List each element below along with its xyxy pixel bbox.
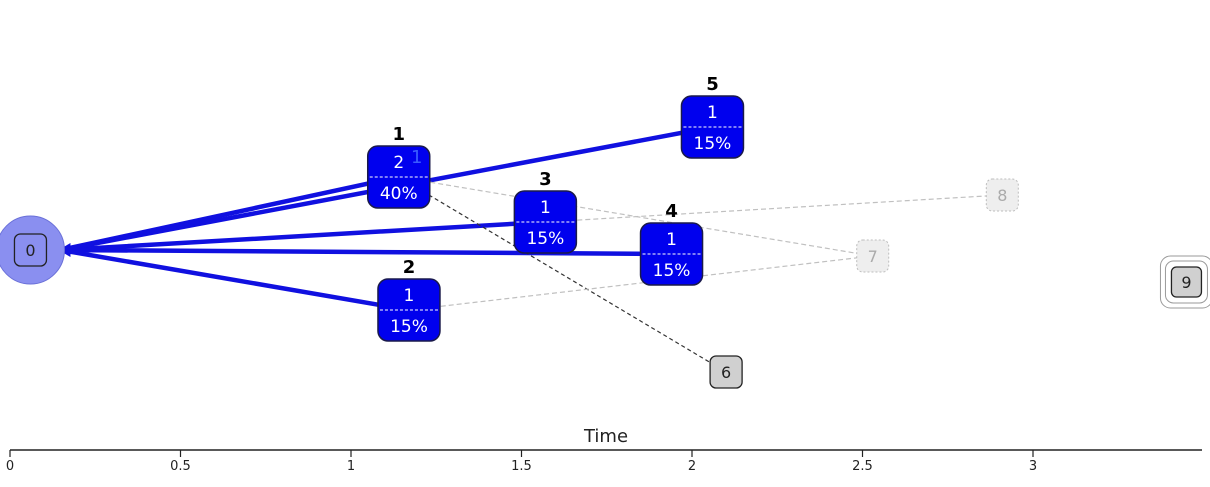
edge-active-0-4 (58, 247, 674, 257)
node-count: 1 (404, 286, 415, 306)
node-box (366, 145, 431, 209)
node-count: 2 (393, 153, 404, 173)
node-count: 1 (666, 230, 677, 250)
node-label: 7 (868, 247, 878, 266)
node-percent: 40% (380, 184, 418, 204)
node-7[interactable]: 7 (856, 239, 890, 273)
terminal-ring-outer (1159, 255, 1210, 309)
node-title: 4 (665, 201, 678, 222)
axis-tick-label: 1.5 (511, 459, 532, 474)
terminal-ring-inner (1164, 260, 1208, 304)
node-4[interactable]: 4 1 15% (639, 201, 704, 286)
edge-faded-2-7 (408, 255, 873, 311)
node-label: 8 (997, 186, 1007, 205)
node-title: 1 (392, 124, 405, 145)
axis-tick-label: 0 (6, 459, 14, 474)
node-label: 0 (25, 241, 35, 260)
axis-tick-label: 1 (347, 459, 355, 474)
node-title: 5 (706, 74, 719, 95)
node-6[interactable]: 6 (709, 355, 743, 389)
node-percent: 15% (390, 317, 428, 337)
edge-dashed-1-6 (398, 176, 727, 373)
node-0[interactable]: 0 (0, 215, 65, 285)
time-axis: Time 0 0.5 1 1.5 2 2.5 3 (6, 426, 1202, 474)
axis-tick-label: 2.5 (852, 459, 873, 474)
node-box (513, 190, 578, 254)
node-2[interactable]: 2 1 15% (377, 257, 441, 342)
node-5[interactable]: 5 1 15% (680, 74, 745, 159)
node-badge: 1 (411, 147, 422, 168)
node-box (377, 278, 441, 342)
node-title: 3 (539, 169, 552, 190)
node-label: 9 (1181, 273, 1191, 292)
node-box (709, 355, 743, 389)
node-box (1170, 266, 1203, 298)
origin-halo (0, 215, 65, 285)
axis-tick-label: 0.5 (170, 459, 191, 474)
node-3[interactable]: 3 1 15% (513, 169, 578, 254)
node-percent: 15% (653, 261, 691, 281)
node-count: 1 (540, 198, 551, 218)
node-8[interactable]: 8 (985, 178, 1019, 212)
axis-tick-label: 3 (1029, 459, 1037, 474)
time-axis-label: Time (583, 426, 628, 447)
node-box (639, 222, 704, 286)
node-label: 6 (721, 363, 731, 382)
node-title: 2 (403, 257, 416, 278)
origin-box (13, 233, 48, 267)
node-percent: 15% (526, 229, 564, 249)
node-box (985, 178, 1019, 212)
axis-tick-label: 2 (688, 459, 696, 474)
edge-faded-3-8 (545, 194, 1003, 223)
node-count: 1 (707, 103, 718, 123)
node-box (856, 239, 890, 273)
edge-active-0-3 (58, 219, 548, 253)
node-percent: 15% (694, 134, 732, 154)
node-box (680, 95, 745, 159)
node-9[interactable]: 9 (1159, 255, 1210, 309)
edge-active-0-2 (58, 247, 412, 313)
